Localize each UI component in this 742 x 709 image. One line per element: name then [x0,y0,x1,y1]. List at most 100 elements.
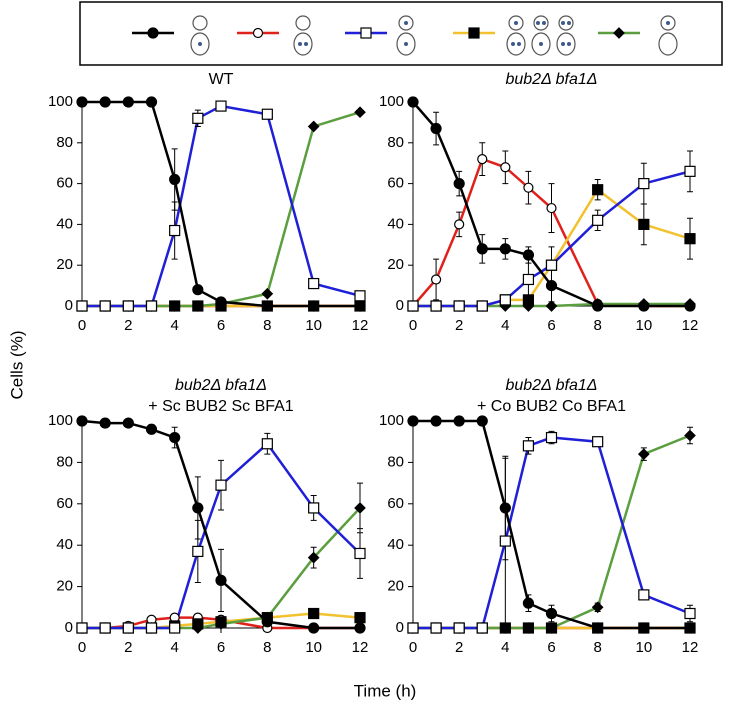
marker [307,120,320,133]
y-tick-label: 60 [56,175,73,192]
marker [499,294,511,306]
marker [354,502,366,514]
x-tick-label: 10 [305,317,322,334]
marker [76,96,88,108]
marker [215,100,227,112]
marker [591,601,604,614]
x-tick-label: 8 [593,317,601,334]
marker [192,112,204,124]
marker [638,589,650,601]
x-tick-label: 8 [593,639,601,656]
marker [261,108,273,120]
marker [545,300,558,312]
marker [500,162,511,173]
marker [453,622,465,634]
marker [145,300,158,312]
marker [354,290,366,302]
legend-marker [613,27,625,39]
marker [215,574,227,586]
x-tick-label: 10 [305,639,322,656]
plot [407,415,696,634]
marker [168,300,181,312]
marker [592,300,604,312]
y-tick-label: 60 [56,495,73,512]
y-tick-label: 0 [396,297,404,314]
legend-marker [147,27,159,39]
marker [684,233,696,245]
series-line [81,419,360,630]
marker [169,224,181,237]
marker [592,214,604,226]
marker [477,154,488,165]
marker [99,622,111,634]
marker [169,173,181,186]
y-tick-label: 20 [387,578,404,595]
plot [407,96,696,312]
marker [523,182,534,193]
marker [192,502,204,514]
marker [522,273,535,286]
marker [430,122,442,135]
plot [76,415,366,634]
y-tick-label: 60 [387,495,404,512]
legend-cell-icons [190,15,678,56]
marker [638,218,650,230]
y-tick-label: 100 [48,93,73,110]
x-tick-label: 6 [217,317,225,334]
marker [99,417,111,429]
marker [215,296,227,308]
y-axis-label: Cells (%) [7,331,26,400]
x-tick-label: 2 [455,317,463,334]
chart-title: bub2Δ bfa1Δ [505,71,597,88]
marker [354,547,366,560]
series-line [413,419,690,630]
marker [76,415,88,427]
y-tick-label: 80 [56,134,73,151]
marker [545,280,558,292]
marker [145,622,158,634]
x-tick-label: 10 [635,639,652,656]
chart-title: + Co BUB2 Co BFA1 [477,398,626,415]
marker [453,415,465,427]
marker [191,300,204,312]
marker [430,300,442,312]
marker [592,184,604,196]
x-axis-label: Time (h) [354,681,417,700]
chart-title: + Sc BUB2 Sc BFA1 [148,398,294,415]
x-tick-label: 2 [455,639,463,656]
chart-title: bub2Δ bfa1Δ [175,377,267,394]
x-tick-label: 4 [501,639,509,656]
x-tick-label: 4 [170,639,178,656]
marker [261,616,273,628]
marker [430,622,442,634]
marker [308,502,320,514]
y-tick-label: 0 [396,619,404,636]
marker [522,597,535,609]
marker [638,300,650,312]
marker [261,287,274,300]
x-tick-label: 12 [352,317,369,334]
marker [308,277,320,290]
marker [638,178,650,190]
marker [454,219,465,230]
marker [684,607,696,620]
marker [76,622,88,634]
x-tick-label: 12 [352,639,369,656]
marker [407,622,419,634]
x-tick-label: 6 [217,639,225,656]
marker [169,431,181,444]
marker [122,96,134,108]
marker [638,622,650,634]
y-tick-label: 40 [56,215,73,232]
marker [592,622,604,634]
marker [261,300,273,312]
marker [499,502,511,514]
marker [122,417,134,429]
x-tick-label: 0 [409,639,417,656]
marker [546,202,557,214]
series-line [413,170,691,308]
marker [122,622,134,634]
marker [476,243,488,255]
series-line [82,100,360,308]
